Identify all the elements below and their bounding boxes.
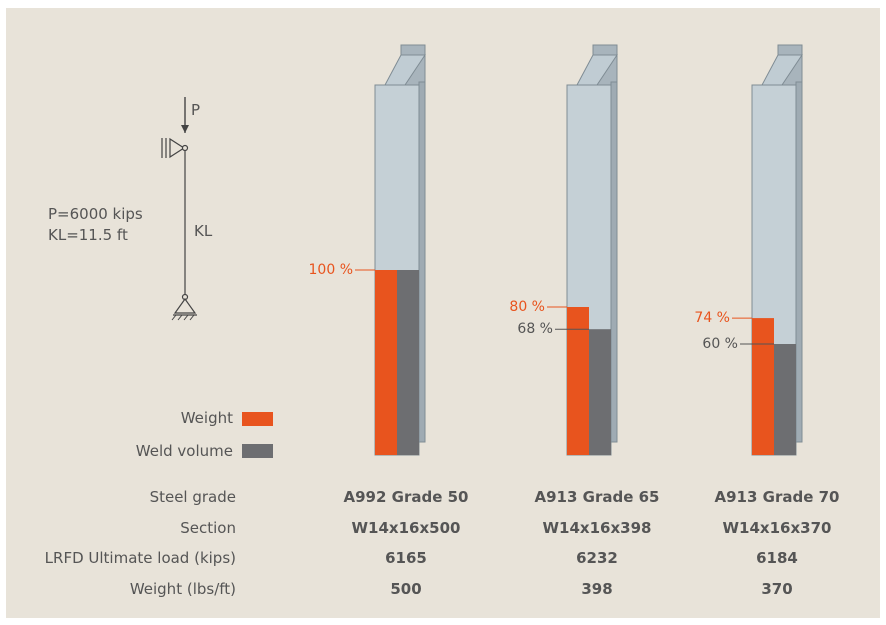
weight-bar [752, 318, 774, 455]
weight-percent-label: 74 % [694, 310, 730, 326]
load-value: 6184 [756, 549, 798, 567]
grade-value: A913 Grade 65 [535, 488, 660, 506]
top-hinge-icon [181, 144, 189, 152]
section-value: W14x16x500 [352, 519, 461, 537]
load-arrowhead [181, 125, 189, 133]
legend-weld-label: Weld volume [136, 442, 233, 460]
flange-side [795, 81, 803, 443]
legend-weight-swatch [242, 412, 273, 426]
roller-support-icon [169, 137, 186, 159]
row-labels: Steel grade Section LRFD Ultimate load (… [45, 488, 236, 598]
flange-side [610, 81, 618, 443]
grade-value: A992 Grade 50 [344, 488, 469, 506]
weight-bar [375, 270, 397, 455]
load-value: 6165 [385, 549, 427, 567]
section-value: W14x16x398 [543, 519, 652, 537]
grade-value: A913 Grade 70 [715, 488, 840, 506]
weight-value: 398 [581, 580, 612, 598]
flange-side [418, 81, 426, 443]
legend-weld-swatch [242, 444, 273, 458]
section-value: W14x16x370 [723, 519, 832, 537]
weight-percent-label: 80 % [509, 299, 545, 315]
length-param: KL=11.5 ft [48, 226, 128, 244]
legend: Weight Weld volume [136, 409, 273, 460]
load-param: P=6000 kips [48, 205, 143, 223]
table-values: A992 Grade 50 W14x16x500 6165 500 A913 G… [344, 488, 840, 598]
section-columns: 100 % 80 % 68 % 74 % 60 % [309, 44, 803, 456]
row-label-section: Section [180, 519, 236, 537]
weight-bar [567, 307, 589, 455]
weight-value: 500 [390, 580, 421, 598]
length-label: KL [194, 222, 213, 240]
weld-percent-label: 68 % [517, 321, 553, 337]
column-schematic: P KL P=6000 kips KL=11.5 ft [48, 97, 213, 321]
pin-support-icon [173, 297, 197, 314]
weld-bar [774, 344, 796, 455]
row-label-grade: Steel grade [150, 488, 236, 506]
weld-bar [397, 270, 419, 455]
weight-value: 370 [761, 580, 792, 598]
weight-percent-label: 100 % [309, 262, 353, 278]
row-label-load: LRFD Ultimate load (kips) [45, 549, 236, 567]
load-label: P [191, 101, 200, 119]
background-panel [6, 8, 880, 618]
weld-bar [589, 329, 611, 455]
row-label-weight: Weight (lbs/ft) [130, 580, 236, 598]
load-value: 6232 [576, 549, 618, 567]
legend-weight-label: Weight [181, 409, 233, 427]
weld-percent-label: 60 % [702, 336, 738, 352]
